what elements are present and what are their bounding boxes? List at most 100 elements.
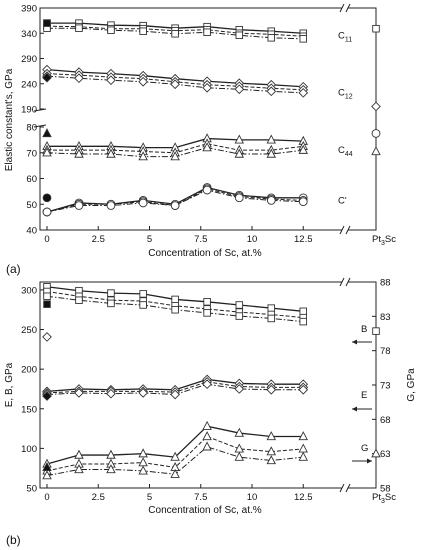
a-c12-dash-dot-point [202,82,212,93]
a-c12-dash-dot-point [170,79,180,90]
b-e-dash-dot-point [74,388,84,398]
a-filled-point-square [43,19,51,27]
b-series-label-g: G [361,443,368,454]
b-ytick-label: 300 [21,285,37,296]
b-xtick-label: 0 [44,492,49,503]
a-xtick-label-pt3sc: Pt3Sc [372,234,396,247]
a-lower-ytick-label: 50 [26,200,37,211]
a-c12-dash-dot-point [266,86,277,97]
a-c12-dash-dot-point [234,84,245,95]
b-ytick-label: 100 [21,444,37,455]
panel-a-label: (a) [6,262,21,276]
b-extra-point-square [43,300,51,308]
a-xtick-label: 2.5 [92,234,105,245]
a-filled-point-diamond [42,72,52,83]
b-ytick-right-label: 78 [380,346,391,357]
a-lower-ytick-label: 70 [26,148,37,159]
a-c11-dash-dot-point [75,24,83,32]
b-break-mark-1a [339,483,345,493]
a-c11-pt3sc-point [372,24,380,33]
a-c44-dash-dot-point [106,148,116,158]
b-xtick-label: 10 [247,492,258,503]
b-g-dashed-point [202,431,212,441]
a-xtick-label: 7.5 [194,234,207,245]
b-g-point [234,427,245,437]
b-break-mark-0a [339,277,345,287]
b-xtick-label: 7.5 [194,492,207,503]
b-e-dash-dot-point [170,389,180,400]
a-series-label-cprime: C' [338,195,347,206]
a-upper-ytick-label: 390 [21,4,37,15]
a-break-mark-0b [345,3,351,13]
b-g-dash-dot-point [138,465,148,475]
b-e-dash-dot-point [106,388,116,399]
b-xtick-label-pt3sc: Pt3Sc [372,492,396,505]
a-cprime-pt3sc-point [371,129,381,138]
b-e-dash-dot-point [202,379,212,390]
a-c11-dash-dot-point [107,26,115,34]
b-ytick-right-label: 83 [380,312,391,323]
panel-b-label: (b) [6,533,21,547]
a-filled-point-circle [42,193,52,203]
b-b-dash-dot-point [171,305,179,314]
a-c44-dash-dot-point [74,148,84,158]
a-yaxis-break-bottom [33,124,47,128]
a-c11-dash-dot-point [171,30,179,38]
b-e-dash-dot-point [298,384,309,395]
a-c44-dash-dot-point [170,151,180,161]
b-b-dash-dot-point [267,314,276,323]
panel-a: Elastic constant's, GPa Concentration of… [4,4,396,277]
panel-a-marks: 190 240 290 340 390 40 50 60 70 80 0 2.5 5 7.5 10 12.5 P… [21,4,396,248]
a-c44-dash-dot-point [42,147,52,157]
b-g-point [266,431,277,441]
b-ytick-right-label: 68 [380,415,391,426]
a-cprime-dash-dot-point [106,201,116,210]
a-lower-ytick-label: 60 [26,174,37,185]
a-c44-point [234,134,245,144]
b-b-dash-dot-point [203,309,211,317]
a-lower-ytick-label: 40 [26,226,37,237]
a-c44-dash-dot-point [138,151,148,161]
b-ytick-right-label: 63 [380,449,391,460]
a-c11-dash-dot-point [299,35,308,43]
panel-b-xlabel: Concentration of Sc, at.% [148,505,262,516]
b-break-mark-0b [345,277,351,287]
b-g-dash-dot-point [234,451,245,461]
a-upper-ytick-label: 190 [21,105,37,116]
b-arrow-b-head [352,339,357,345]
b-b-dash-dot-point [43,292,51,301]
a-c11-dash-dot-point [139,27,147,35]
a-xtick-label: 5 [147,234,152,245]
b-g-dash-dot-point [170,468,180,478]
b-b-point [235,301,244,309]
a-c11-dash-dot-point [267,34,276,42]
b-g-dashed-point [266,446,277,456]
b-xtick-label: 5 [147,492,152,503]
b-g-dashed-point [298,443,308,453]
a-upper-ytick-label: 340 [21,29,37,40]
b-g-point [298,431,308,441]
b-extra-point-diamond [42,391,52,401]
b-xtick-label: 2.5 [92,492,105,503]
b-g-point [202,420,212,430]
b-arrow-e-head [352,406,357,412]
b-ytick-label: 200 [21,365,37,376]
a-c44-dash-dot-point [266,148,277,158]
a-c44-dash-dot-point [298,144,308,154]
a-break-gap-top [342,4,348,12]
a-c12-dash-dot-point [74,73,84,84]
a-cprime-dash-dot-point [170,201,180,210]
a-cprime-dash-dot-point [266,196,276,205]
b-g-point [170,451,180,461]
a-filled-point-triangle [42,128,52,138]
panel-a-ylabel: Elastic constant's, GPa [4,68,15,171]
b-e-dash-dot-point [234,384,245,394]
b-break-gap-top [342,278,348,286]
b-g-dash-dot-point [42,470,52,480]
b-g-dash-dot-point [74,464,84,474]
b-ytick-right-label: 73 [380,381,391,392]
b-extra-point-triangle [42,462,52,472]
a-cprime-dash-dot-point [298,197,308,207]
panel-b-ylabel: E, B, GPa [4,362,15,407]
a-xtick-label: 12.5 [294,234,313,245]
